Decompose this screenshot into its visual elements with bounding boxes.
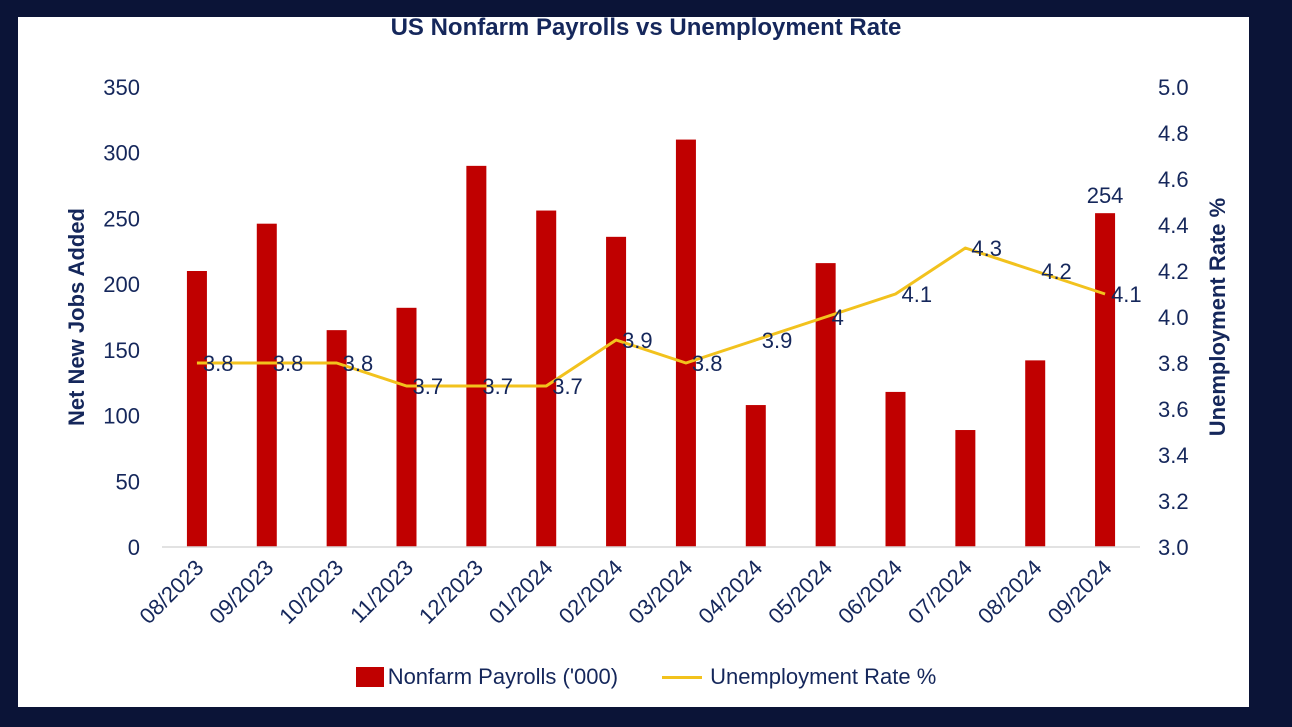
bar (815, 263, 836, 547)
x-tick-label: 09/2024 (1043, 555, 1117, 629)
unemployment-line (196, 246, 1106, 388)
y2-tick-label: 4.2 (1158, 259, 1189, 284)
legend-label-payrolls: Nonfarm Payrolls ('000) (387, 664, 619, 689)
x-tick-label: 02/2024 (554, 555, 628, 629)
bar (606, 236, 627, 548)
bar (186, 271, 207, 547)
x-tick-label: 08/2024 (973, 555, 1047, 629)
legend-swatch-line (662, 675, 703, 679)
line-data-label: 3.8 (343, 351, 374, 376)
legend-item-payrolls: Nonfarm Payrolls ('000) (355, 664, 619, 690)
y-tick-label: 200 (103, 272, 140, 297)
bar (326, 330, 347, 547)
legend: Nonfarm Payrolls ('000) Unemployment Rat… (0, 664, 1292, 690)
y-tick-label: 0 (128, 535, 140, 560)
line-data-label: 3.7 (413, 374, 444, 399)
chart-title: US Nonfarm Payrolls vs Unemployment Rate (390, 14, 902, 41)
line-data-label: 3.7 (482, 374, 513, 399)
x-tick-label: 07/2024 (903, 555, 977, 629)
line-data-label: 4.1 (1111, 282, 1142, 307)
legend-item-unemployment: Unemployment Rate % (662, 664, 936, 690)
x-tick-label: 06/2024 (833, 555, 907, 629)
y2-tick-label: 5.0 (1158, 75, 1189, 100)
legend-swatch-bar (355, 667, 384, 687)
y2-tick-label: 4.6 (1158, 167, 1189, 192)
bar (396, 307, 417, 547)
line-data-label: 4.3 (971, 236, 1002, 261)
bar (1025, 360, 1046, 547)
y-tick-label: 50 (116, 469, 140, 494)
y-tick-label: 100 (103, 404, 140, 429)
y2-tick-label: 3.0 (1158, 535, 1189, 560)
x-tick-label: 11/2023 (345, 555, 418, 628)
line-data-label: 3.9 (622, 328, 653, 353)
line-data-label: 3.9 (762, 328, 793, 353)
line-data-label: 3.8 (692, 351, 723, 376)
x-tick-label: 03/2024 (624, 555, 698, 629)
y2-tick-label: 3.2 (1158, 489, 1189, 514)
x-tick-label: 05/2024 (763, 555, 837, 629)
line-data-label: 4.1 (902, 282, 933, 307)
x-tick-label: 09/2023 (204, 555, 278, 629)
bar (256, 223, 277, 547)
line-data-label: 4 (832, 305, 844, 330)
y-tick-label: 350 (103, 75, 140, 100)
y2-tick-label: 3.6 (1158, 397, 1189, 422)
y-tick-label: 300 (103, 141, 140, 166)
bar (466, 165, 487, 547)
y-tick-label: 250 (103, 206, 140, 231)
x-tick-label: 01/2024 (484, 555, 558, 629)
legend-label-unemployment: Unemployment Rate % (710, 664, 937, 689)
bar (675, 139, 696, 548)
y-axis-title: Net New Jobs Added (64, 208, 89, 426)
line-data-label: 3.8 (273, 351, 304, 376)
line-data-label: 3.7 (552, 374, 583, 399)
y2-tick-label: 3.4 (1158, 443, 1189, 468)
x-tick-label: 08/2023 (135, 555, 209, 629)
y2-tick-label: 4.0 (1158, 305, 1189, 330)
bar (745, 405, 766, 547)
line-data-label: 3.8 (203, 351, 234, 376)
y2-axis-title: Unemployment Rate % (1205, 198, 1230, 436)
y2-tick-label: 3.8 (1158, 351, 1189, 376)
x-tick-label: 04/2024 (693, 555, 767, 629)
line-data-label: 4.2 (1041, 259, 1072, 284)
bar (1095, 213, 1116, 547)
y-tick-label: 150 (103, 338, 140, 363)
bar (955, 430, 976, 547)
y2-tick-label: 4.4 (1158, 213, 1189, 238)
bar (536, 210, 557, 548)
y2-tick-label: 4.8 (1158, 121, 1189, 146)
x-tick-label: 10/2023 (274, 555, 348, 629)
x-tick-label: 12/2023 (414, 555, 488, 629)
bar-data-label: 254 (1087, 183, 1124, 208)
bar (885, 391, 906, 547)
